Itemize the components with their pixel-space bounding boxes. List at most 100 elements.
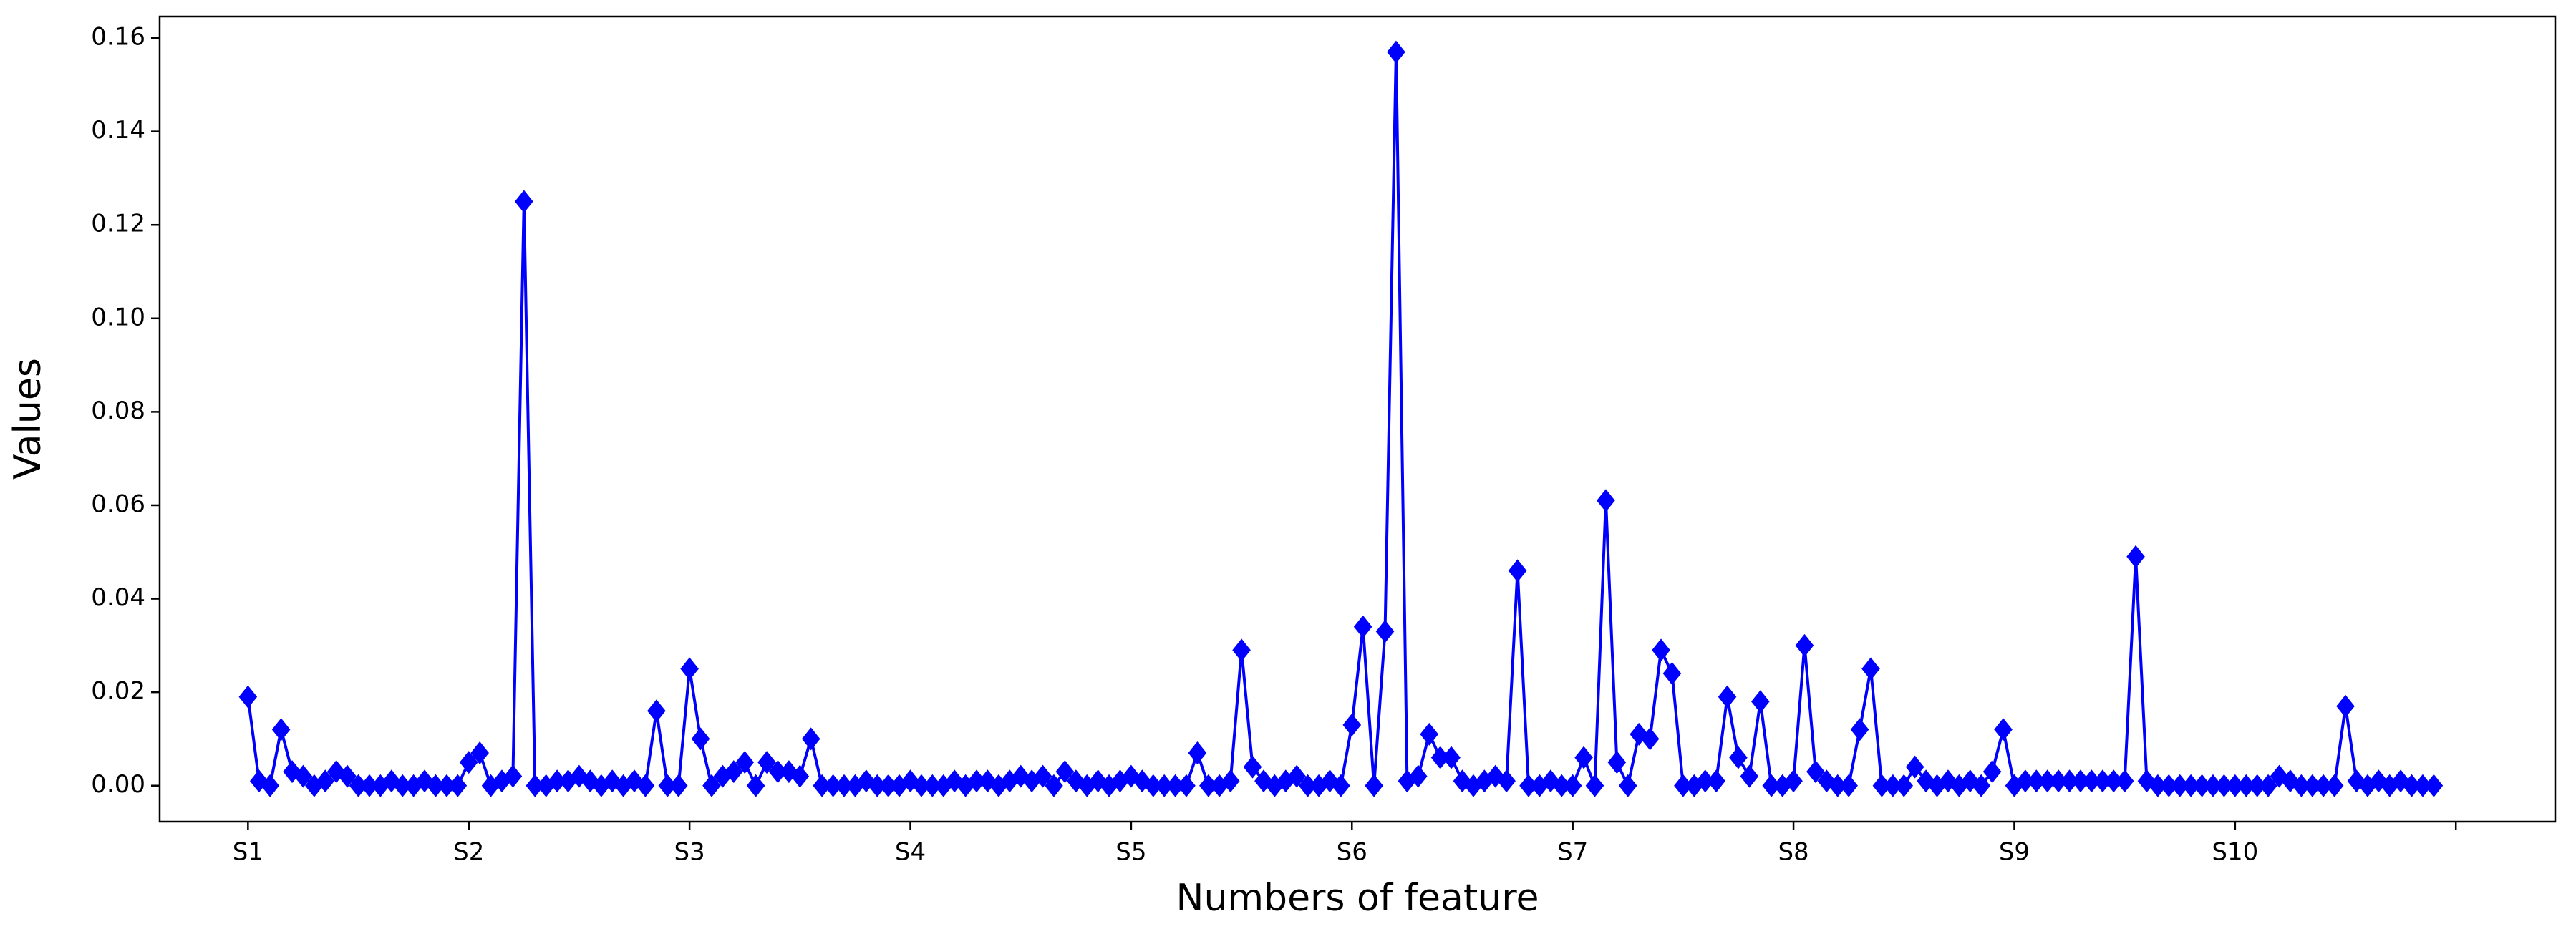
data-point — [1994, 718, 2013, 741]
data-point — [360, 774, 379, 797]
data-point — [1552, 774, 1572, 797]
data-point — [1475, 769, 1494, 793]
data-point — [1353, 615, 1372, 638]
data-point — [2049, 769, 2068, 793]
plot-frame — [158, 15, 2557, 823]
data-point — [1640, 727, 1660, 751]
data-point — [1519, 774, 1538, 797]
x-tick-label: S9 — [1999, 838, 2030, 867]
data-point — [1674, 774, 1693, 797]
data-point — [680, 657, 699, 681]
data-point — [548, 769, 566, 793]
data-point — [790, 764, 810, 788]
data-point — [878, 774, 898, 797]
data-point — [1287, 764, 1306, 788]
data-point — [1387, 40, 1405, 64]
data-point — [1695, 769, 1715, 793]
data-point — [338, 764, 357, 788]
data-point — [1033, 764, 1052, 788]
x-tick-label: S4 — [895, 838, 926, 867]
data-point — [2325, 774, 2344, 797]
data-point — [1762, 774, 1781, 797]
data-point — [2314, 774, 2333, 797]
data-point — [912, 774, 931, 797]
data-point — [2358, 774, 2377, 797]
data-point — [2424, 774, 2444, 797]
data-point — [1375, 620, 1395, 643]
data-point — [2192, 774, 2212, 797]
data-point — [1442, 746, 1461, 769]
data-point — [1143, 774, 1163, 797]
data-point — [1806, 760, 1825, 784]
data-point — [2170, 774, 2189, 797]
data-point — [2115, 769, 2134, 793]
data-point — [1055, 760, 1075, 784]
y-axis-label: Values — [6, 358, 49, 480]
data-point — [1960, 769, 1980, 793]
data-point — [1652, 638, 1670, 662]
data-point — [1662, 662, 1682, 686]
data-point — [1497, 769, 1516, 793]
data-point — [1232, 638, 1251, 662]
y-tick-label: 0.02 — [91, 677, 145, 706]
data-point — [1585, 774, 1604, 797]
data-point — [2182, 774, 2200, 797]
data-point — [2082, 769, 2101, 793]
data-point — [1045, 774, 1063, 797]
data-point — [2247, 774, 2267, 797]
data-point — [1508, 559, 1527, 583]
data-point — [1729, 746, 1748, 769]
data-point — [238, 685, 258, 709]
data-point — [1872, 774, 1892, 797]
data-point — [1817, 769, 1836, 793]
data-point — [713, 764, 732, 788]
data-point — [503, 764, 523, 788]
data-point — [1850, 718, 1869, 741]
data-point — [2237, 774, 2256, 797]
data-point — [2204, 774, 2222, 797]
y-tick-label: 0.12 — [91, 210, 145, 238]
data-point — [1430, 746, 1450, 769]
data-point — [1409, 764, 1428, 788]
data-point — [2369, 769, 2388, 793]
data-point — [349, 774, 368, 797]
data-point — [1221, 769, 1240, 793]
data-point — [2380, 774, 2399, 797]
y-tick-label: 0.04 — [91, 583, 145, 612]
data-point — [1917, 769, 1935, 793]
data-point — [669, 774, 688, 797]
data-point — [1685, 774, 1704, 797]
data-point — [735, 751, 755, 774]
data-point — [2038, 769, 2057, 793]
data-point — [271, 718, 291, 741]
data-point — [1839, 774, 1858, 797]
data-point — [967, 769, 986, 793]
data-point — [923, 774, 942, 797]
x-tick-label: S1 — [233, 838, 263, 867]
data-point — [614, 774, 633, 797]
data-point — [1894, 774, 1914, 797]
data-point — [1332, 774, 1350, 797]
x-tick-label: S6 — [1337, 838, 1367, 867]
data-point — [757, 751, 776, 774]
data-point — [768, 760, 788, 784]
data-point — [1861, 657, 1880, 681]
y-tick-label: 0.14 — [91, 116, 145, 145]
data-point — [2149, 774, 2167, 797]
data-point — [1574, 746, 1593, 769]
data-point — [702, 774, 721, 797]
data-line — [246, 50, 2434, 787]
data-point — [1618, 774, 1637, 797]
data-point — [437, 774, 456, 797]
data-point — [558, 769, 578, 793]
data-point — [1718, 685, 1737, 709]
data-point — [2159, 774, 2179, 797]
data-point — [1166, 774, 1185, 797]
x-tick-label: S7 — [1557, 838, 1588, 867]
data-point — [1541, 769, 1560, 793]
data-point — [1298, 774, 1317, 797]
data-point — [1707, 769, 1725, 793]
data-point — [868, 774, 887, 797]
data-point — [316, 769, 335, 793]
